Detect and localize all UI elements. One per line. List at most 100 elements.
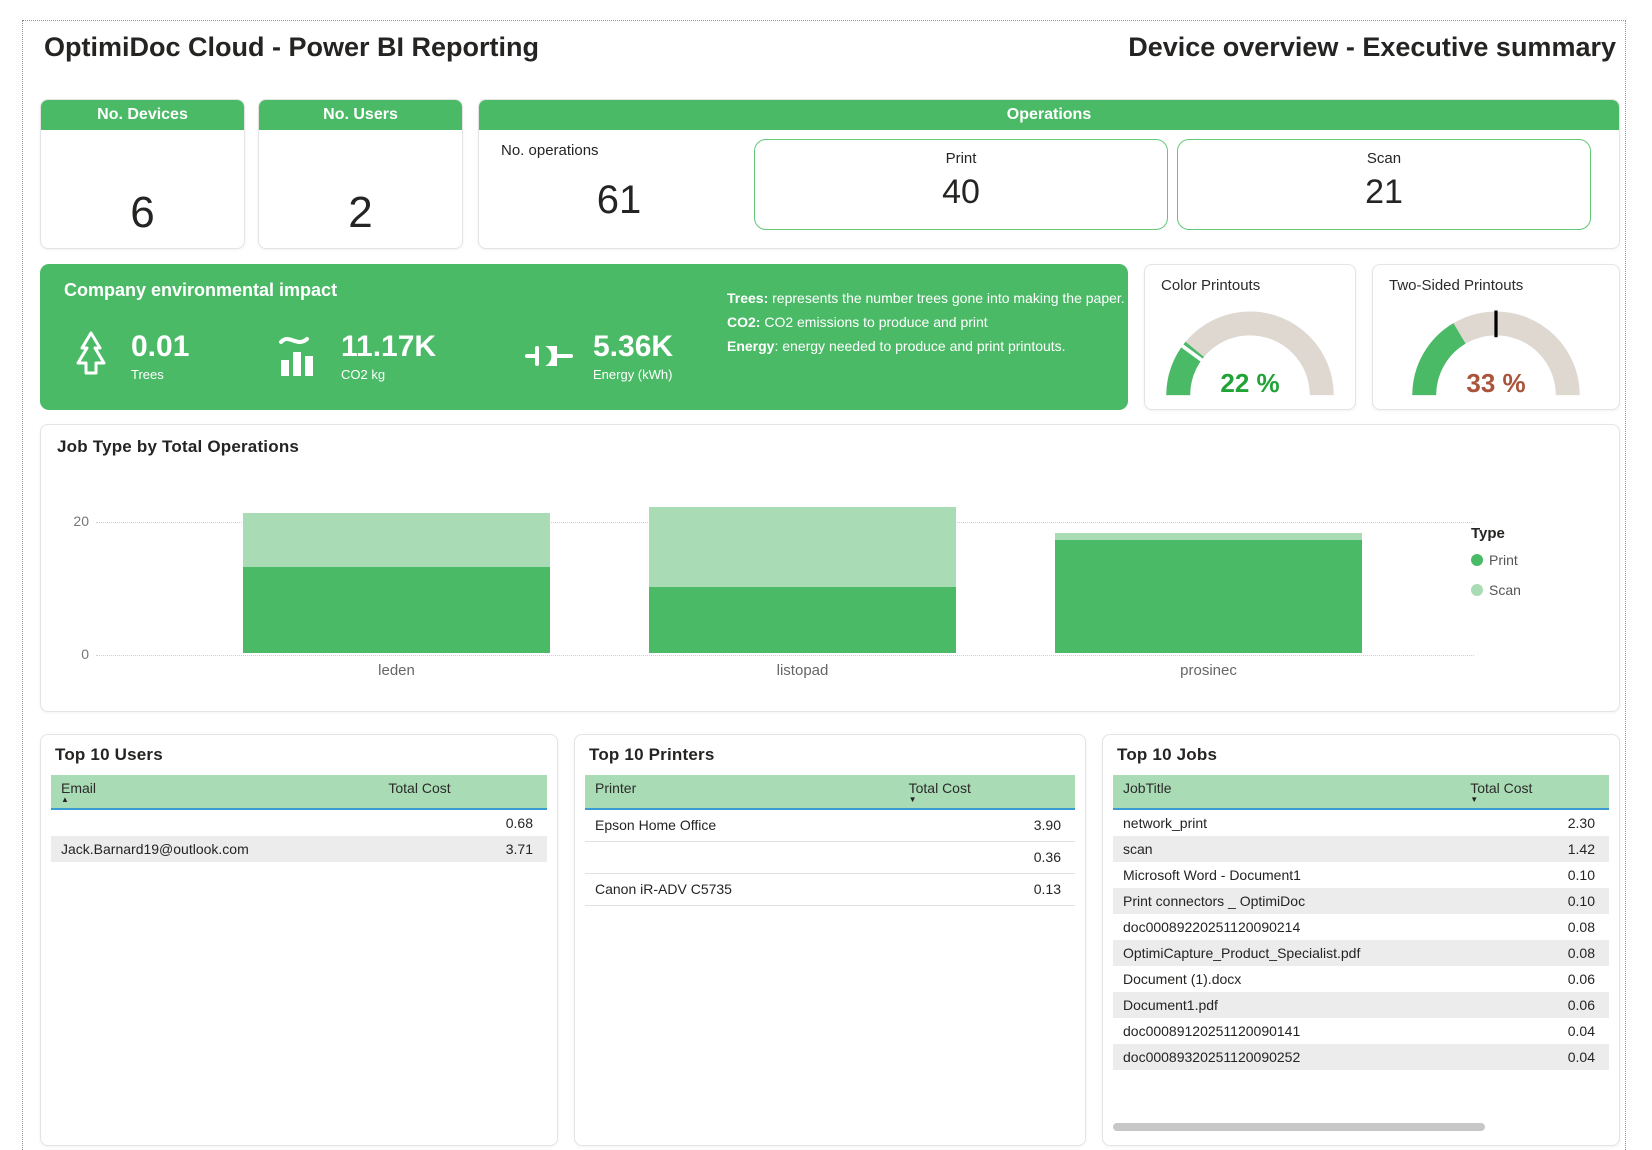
bar-segment-scan[interactable] xyxy=(243,513,550,566)
cell-name: Print connectors _ OptimiDoc xyxy=(1113,888,1460,914)
column-header-total-cost[interactable]: Total Cost ▼ xyxy=(1460,775,1609,808)
table-row[interactable]: network_print2.30 xyxy=(1113,810,1609,836)
scan-label: Scan xyxy=(1178,150,1590,167)
sort-asc-icon: ▲ xyxy=(61,796,378,805)
top-jobs-panel: Top 10 Jobs JobTitle Total Cost ▼ networ… xyxy=(1102,734,1620,1146)
tree-icon xyxy=(67,329,115,383)
top-jobs-table: JobTitle Total Cost ▼ network_print2.30s… xyxy=(1113,775,1609,1070)
gauge-title: Two-Sided Printouts xyxy=(1389,277,1523,294)
cell-total-cost: 0.13 xyxy=(899,874,1075,905)
users-count: 2 xyxy=(259,188,462,238)
energy-plug-icon xyxy=(525,334,577,378)
table-title: Top 10 Jobs xyxy=(1117,745,1217,765)
environmental-impact-title: Company environmental impact xyxy=(64,280,337,301)
devices-card-header: No. Devices xyxy=(41,100,244,130)
table-row[interactable]: Print connectors _ OptimiDoc0.10 xyxy=(1113,888,1609,914)
print-operations-box: Print 40 xyxy=(754,139,1168,230)
trees-value: 0.01 xyxy=(131,330,189,363)
table-title: Top 10 Users xyxy=(55,745,163,765)
table-row[interactable]: OptimiCapture_Product_Specialist.pdf0.08 xyxy=(1113,940,1609,966)
top-printers-table: Printer Total Cost ▼ Epson Home Office3.… xyxy=(585,775,1075,906)
cell-total-cost: 3.90 xyxy=(899,810,1075,841)
bar-segment-print[interactable] xyxy=(649,587,956,654)
cell-name: doc00089220251120090214 xyxy=(1113,914,1460,940)
table-row[interactable]: doc000893202511200902520.04 xyxy=(1113,1044,1609,1070)
gauge-arc: 22 % xyxy=(1158,303,1342,399)
environmental-impact-banner: Company environmental impact 0.01 Trees xyxy=(40,264,1128,410)
cell-total-cost: 0.36 xyxy=(899,842,1075,873)
gridline-0 xyxy=(96,655,1474,656)
sort-desc-icon: ▼ xyxy=(909,796,1075,805)
table-title: Top 10 Printers xyxy=(589,745,715,765)
cell-name: doc00089120251120090141 xyxy=(1113,1018,1460,1044)
legend-item-print[interactable]: Print xyxy=(1471,552,1601,568)
column-header-jobtitle[interactable]: JobTitle xyxy=(1113,775,1460,808)
top-users-panel: Top 10 Users Email ▲ Total Cost 0.68Jack… xyxy=(40,734,558,1146)
cell-total-cost: 0.08 xyxy=(1460,914,1609,940)
cell-name: OptimiCapture_Product_Specialist.pdf xyxy=(1113,940,1460,966)
trees-label: Trees xyxy=(131,367,189,382)
sort-icon xyxy=(595,796,899,805)
table-header: Printer Total Cost ▼ xyxy=(585,775,1075,810)
gauge-value: 33 % xyxy=(1404,368,1588,399)
cell-name: Epson Home Office xyxy=(585,810,899,841)
gauge-arc: 33 % xyxy=(1404,303,1588,399)
report-page: OptimiDoc Cloud - Power BI Reporting Dev… xyxy=(0,0,1652,1150)
table-row[interactable]: Microsoft Word - Document10.10 xyxy=(1113,862,1609,888)
table-row[interactable]: Document (1).docx0.06 xyxy=(1113,966,1609,992)
scan-operations-box: Scan 21 xyxy=(1177,139,1591,230)
gauge-value: 22 % xyxy=(1158,368,1342,399)
cell-total-cost: 0.68 xyxy=(378,810,547,836)
table-row[interactable]: 0.36 xyxy=(585,842,1075,874)
legend-item-scan[interactable]: Scan xyxy=(1471,582,1601,598)
co2-value: 11.17K xyxy=(341,330,436,363)
column-header-email[interactable]: Email ▲ xyxy=(51,775,378,808)
table-row[interactable]: Epson Home Office3.90 xyxy=(585,810,1075,842)
cell-total-cost: 1.42 xyxy=(1460,836,1609,862)
table-row[interactable]: Document1.pdf0.06 xyxy=(1113,992,1609,1018)
bar-leden[interactable] xyxy=(243,513,550,653)
operations-card-header: Operations xyxy=(479,100,1619,130)
column-header-printer[interactable]: Printer xyxy=(585,775,899,808)
cell-total-cost: 0.04 xyxy=(1460,1044,1609,1070)
table-row[interactable]: Canon iR-ADV C57350.13 xyxy=(585,874,1075,906)
color-printouts-gauge: Color Printouts 22 % xyxy=(1144,264,1356,410)
y-axis-tick: 20 xyxy=(55,513,89,529)
cell-name: Microsoft Word - Document1 xyxy=(1113,862,1460,888)
table-header: JobTitle Total Cost ▼ xyxy=(1113,775,1609,810)
energy-metric: 5.36K Energy (kWh) xyxy=(525,316,673,396)
cell-total-cost: 3.71 xyxy=(378,836,547,862)
no-operations-value: 61 xyxy=(519,178,719,223)
table-row[interactable]: Jack.Barnard19@outlook.com3.71 xyxy=(51,836,547,862)
gauge-title: Color Printouts xyxy=(1161,277,1260,294)
cell-total-cost: 0.10 xyxy=(1460,888,1609,914)
horizontal-scrollbar[interactable] xyxy=(1113,1123,1485,1131)
column-header-total-cost[interactable]: Total Cost ▼ xyxy=(899,775,1075,808)
table-row[interactable]: scan1.42 xyxy=(1113,836,1609,862)
cell-name: network_print xyxy=(1113,810,1460,836)
cell-total-cost: 0.08 xyxy=(1460,940,1609,966)
table-row[interactable]: doc000892202511200902140.08 xyxy=(1113,914,1609,940)
cell-name: Document1.pdf xyxy=(1113,992,1460,1018)
cell-name: Jack.Barnard19@outlook.com xyxy=(51,836,378,862)
devices-card: No. Devices 6 xyxy=(40,99,245,249)
users-card-header: No. Users xyxy=(259,100,462,130)
users-card: No. Users 2 xyxy=(258,99,463,249)
energy-label: Energy (kWh) xyxy=(593,367,673,382)
environmental-impact-descriptions: Trees: represents the number trees gone … xyxy=(727,286,1133,358)
bar-prosinec[interactable] xyxy=(1055,533,1362,653)
sort-icon xyxy=(1123,796,1460,805)
co2-emissions-icon xyxy=(273,330,325,382)
bar-segment-scan[interactable] xyxy=(649,507,956,587)
bar-segment-print[interactable] xyxy=(243,567,550,653)
bar-listopad[interactable] xyxy=(649,507,956,653)
cell-total-cost: 0.04 xyxy=(1460,1018,1609,1044)
bar-segment-print[interactable] xyxy=(1055,540,1362,653)
co2-label: CO2 kg xyxy=(341,367,436,382)
column-header-total-cost[interactable]: Total Cost xyxy=(378,775,547,808)
cell-name: doc00089320251120090252 xyxy=(1113,1044,1460,1070)
table-row[interactable]: 0.68 xyxy=(51,810,547,836)
table-row[interactable]: doc000891202511200901410.04 xyxy=(1113,1018,1609,1044)
bar-segment-scan[interactable] xyxy=(1055,533,1362,540)
scan-count: 21 xyxy=(1178,173,1590,212)
